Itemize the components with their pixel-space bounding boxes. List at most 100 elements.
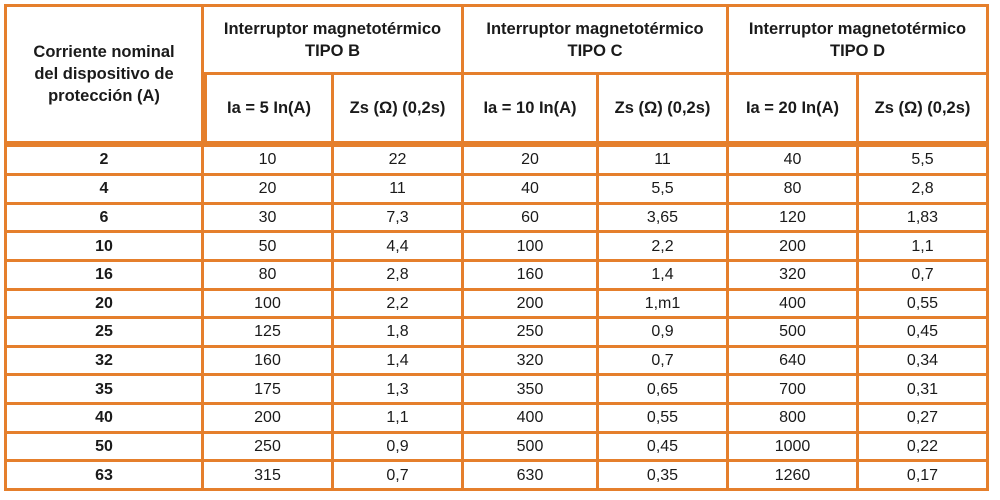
cell-ia-tipo-c: 100: [464, 233, 599, 262]
table-row: 16 80 2,8 160 1,4 320 0,7: [4, 261, 989, 291]
cell-ia-tipo-b: 10: [204, 144, 334, 176]
cell-ia-tipo-d: 1260: [729, 462, 859, 491]
cell-ia-tipo-c: 40: [464, 175, 599, 205]
cell-rated-current: 20: [4, 290, 204, 320]
cell-zs-tipo-d: 0,7: [859, 261, 989, 291]
cell-zs-tipo-b: 1,4: [334, 347, 464, 377]
cell-ia-tipo-c: 350: [464, 376, 599, 406]
cell-ia-tipo-b: 250: [204, 433, 334, 463]
cell-zs-tipo-c: 3,65: [599, 204, 729, 234]
cell-ia-tipo-b: 100: [204, 290, 334, 320]
header-group-tipo-c-line-2: TIPO C: [567, 41, 623, 60]
cell-rated-current: 63: [4, 462, 204, 491]
cell-zs-tipo-b: 2,8: [334, 261, 464, 291]
table-row: 50 250 0,9 500 0,45 1000 0,22: [4, 433, 989, 463]
cell-ia-tipo-c: 200: [464, 290, 599, 320]
cell-ia-tipo-d: 800: [729, 405, 859, 434]
cell-ia-tipo-b: 175: [204, 376, 334, 406]
cell-zs-tipo-c: 0,55: [599, 405, 729, 434]
cell-ia-tipo-c: 250: [464, 319, 599, 348]
cell-ia-tipo-d: 400: [729, 290, 859, 320]
cell-zs-tipo-d: 0,55: [859, 290, 989, 320]
header-group-tipo-d-line-2: TIPO D: [829, 41, 885, 60]
cell-zs-tipo-d: 0,27: [859, 405, 989, 434]
cell-ia-tipo-d: 200: [729, 233, 859, 262]
header-group-tipo-b: Interruptor magnetotérmico TIPO B: [204, 4, 464, 75]
cell-rated-current: 40: [4, 405, 204, 434]
cell-ia-tipo-c: 400: [464, 405, 599, 434]
cell-zs-tipo-c: 2,2: [599, 233, 729, 262]
cell-zs-tipo-c: 0,65: [599, 376, 729, 406]
cell-zs-tipo-d: 0,34: [859, 347, 989, 377]
header-group-tipo-d-line-1: Interruptor magnetotérmico: [748, 19, 967, 38]
cell-ia-tipo-b: 200: [204, 405, 334, 434]
cell-zs-tipo-c: 11: [599, 144, 729, 176]
cell-zs-tipo-d: 1,1: [859, 233, 989, 262]
header-group-tipo-b-line-2: TIPO B: [304, 41, 360, 60]
cell-ia-tipo-b: 80: [204, 261, 334, 291]
cell-ia-tipo-d: 320: [729, 261, 859, 291]
header-rated-current-line-1: Corriente nominal: [33, 43, 175, 61]
header-group-tipo-b-line-1: Interruptor magnetotérmico: [223, 19, 442, 38]
cell-zs-tipo-c: 0,7: [599, 347, 729, 377]
cell-zs-tipo-c: 5,5: [599, 175, 729, 205]
cell-ia-tipo-b: 20: [204, 175, 334, 205]
table-row: 10 50 4,4 100 2,2 200 1,1: [4, 233, 989, 262]
cell-ia-tipo-b: 50: [204, 233, 334, 262]
cell-rated-current: 10: [4, 233, 204, 262]
table-header: Corriente nominal del dispositivo de pro…: [4, 4, 989, 144]
header-ia-tipo-b: Ia = 5 In(A): [204, 75, 334, 144]
header-group-tipo-c: Interruptor magnetotérmico TIPO C: [464, 4, 729, 75]
table-row: 6 30 7,3 60 3,65 120 1,83: [4, 204, 989, 234]
table-row: 4 20 11 40 5,5 80 2,8: [4, 175, 989, 205]
table-row: 25 125 1,8 250 0,9 500 0,45: [4, 319, 989, 348]
cell-zs-tipo-b: 0,9: [334, 433, 464, 463]
header-group-tipo-c-line-1: Interruptor magnetotérmico: [486, 19, 704, 38]
cell-rated-current: 2: [4, 144, 204, 176]
header-zs-tipo-c: Zs (Ω) (0,2s): [599, 75, 729, 144]
cell-rated-current: 50: [4, 433, 204, 463]
header-rated-current-line-3: protección (A): [48, 87, 160, 105]
cell-zs-tipo-d: 2,8: [859, 175, 989, 205]
cell-zs-tipo-d: 1,83: [859, 204, 989, 234]
header-rated-current: Corriente nominal del dispositivo de pro…: [4, 4, 204, 144]
table-row: 32 160 1,4 320 0,7 640 0,34: [4, 347, 989, 377]
table-row: 2 10 22 20 11 40 5,5: [4, 144, 989, 176]
cell-ia-tipo-d: 500: [729, 319, 859, 348]
cell-zs-tipo-b: 1,8: [334, 319, 464, 348]
cell-zs-tipo-b: 2,2: [334, 290, 464, 320]
cell-rated-current: 6: [4, 204, 204, 234]
cell-ia-tipo-c: 320: [464, 347, 599, 377]
header-zs-tipo-d: Zs (Ω) (0,2s): [859, 75, 989, 144]
header-ia-tipo-d: Ia = 20 In(A): [729, 75, 859, 144]
cell-zs-tipo-b: 22: [334, 144, 464, 176]
header-group-tipo-d: Interruptor magnetotérmico TIPO D: [729, 4, 989, 75]
header-ia-tipo-c: Ia = 10 In(A): [464, 75, 599, 144]
cell-ia-tipo-c: 20: [464, 144, 599, 176]
header-rated-current-line-2: del dispositivo de: [34, 65, 174, 83]
cell-zs-tipo-b: 4,4: [334, 233, 464, 262]
cell-rated-current: 32: [4, 347, 204, 377]
cell-zs-tipo-d: 0,45: [859, 319, 989, 348]
cell-ia-tipo-d: 80: [729, 175, 859, 205]
cell-zs-tipo-c: 1,m1: [599, 290, 729, 320]
table-row: 35 175 1,3 350 0,65 700 0,31: [4, 376, 989, 406]
cell-ia-tipo-c: 630: [464, 462, 599, 491]
cell-zs-tipo-c: 0,35: [599, 462, 729, 491]
cell-ia-tipo-b: 315: [204, 462, 334, 491]
cell-zs-tipo-c: 1,4: [599, 261, 729, 291]
cell-ia-tipo-d: 640: [729, 347, 859, 377]
cell-ia-tipo-d: 700: [729, 376, 859, 406]
cell-zs-tipo-d: 0,17: [859, 462, 989, 491]
cell-zs-tipo-b: 0,7: [334, 462, 464, 491]
cell-ia-tipo-b: 125: [204, 319, 334, 348]
cell-zs-tipo-b: 1,1: [334, 405, 464, 434]
cell-ia-tipo-d: 1000: [729, 433, 859, 463]
cell-zs-tipo-d: 0,22: [859, 433, 989, 463]
cell-zs-tipo-b: 7,3: [334, 204, 464, 234]
cell-ia-tipo-c: 500: [464, 433, 599, 463]
table-row: 40 200 1,1 400 0,55 800 0,27: [4, 405, 989, 434]
cell-ia-tipo-d: 40: [729, 144, 859, 176]
table-row: 20 100 2,2 200 1,m1 400 0,55: [4, 290, 989, 320]
cell-zs-tipo-b: 11: [334, 175, 464, 205]
